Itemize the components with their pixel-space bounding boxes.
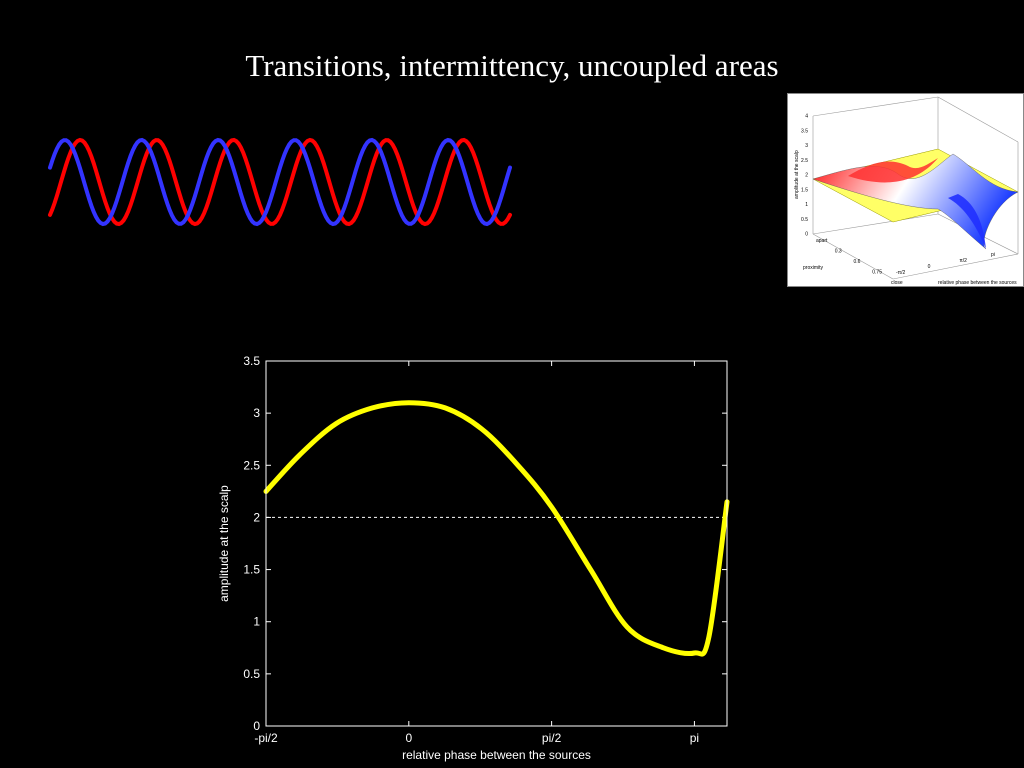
phase-tick-label: π/2 [959, 258, 967, 264]
series-line-amplitude [263, 400, 730, 657]
y-tick-label: 3 [253, 406, 260, 420]
depth-tick-label: 0.3 [835, 249, 842, 255]
y-tick-label: 0.5 [243, 667, 260, 681]
x-axis-ticks: -pi/2 0 pi/2 pi [254, 361, 699, 745]
z-tick-label: 0 [805, 232, 808, 238]
z-tick-label: 3.5 [801, 128, 808, 134]
z-tick-label: 2 [805, 173, 808, 179]
phase-tick-label: 0 [928, 264, 931, 270]
z-tick-label: 3 [805, 143, 808, 149]
depth-tick-label: 0.6 [854, 259, 861, 265]
y-tick-label: 1.5 [243, 563, 260, 577]
x-tick-label: -pi/2 [254, 731, 278, 745]
surface-plot-3d: 0 0.5 1 1.5 2 2.5 3 3.5 4 apart 0.3 0.6 0.75 close -… [794, 96, 1019, 286]
red-surface-peak [848, 158, 938, 183]
y-tick-label: 2.5 [243, 458, 260, 472]
amplitude-vs-phase-chart: 00.511.522.533.5 -pi/2 0 pi/2 pi relative p… [217, 354, 730, 762]
oscillation-illustration [48, 137, 512, 227]
depth-tick-label: 0.75 [872, 270, 882, 276]
z-tick-label: 2.5 [801, 158, 808, 164]
depth-tick-label: close [891, 280, 903, 286]
red-oscillation-wave [48, 137, 512, 227]
x-tick-label: pi/2 [542, 731, 562, 745]
z-tick-label: 1 [805, 202, 808, 208]
blue-surface-trough [948, 194, 986, 249]
blue-oscillation-wave [48, 137, 512, 227]
y-axis-title: amplitude at the scalp [217, 485, 231, 602]
slide-title: Transitions, intermittency, uncoupled ar… [245, 48, 779, 83]
y-tick-label: 2 [253, 510, 260, 524]
thumbnail-depth-label: proximity [803, 265, 824, 271]
surface-plot-thumbnail: 0 0.5 1 1.5 2 2.5 3 3.5 4 apart 0.3 0.6 0.75 close -… [787, 93, 1024, 287]
depth-tick-label: apart [816, 238, 828, 244]
y-tick-label: 1 [253, 615, 260, 629]
phase-axis-ticks: -π/2 0 π/2 pi [896, 252, 995, 276]
z-tick-label: 1.5 [801, 187, 808, 193]
x-axis-title: relative phase between the sources [402, 748, 591, 762]
x-tick-label: 0 [405, 731, 412, 745]
y-tick-label: 0 [253, 719, 260, 733]
x-tick-label: pi [690, 731, 699, 745]
thumbnail-xlabel: relative phase between the sources [938, 280, 1017, 286]
y-tick-label: 3.5 [243, 354, 260, 368]
z-tick-label: 4 [805, 114, 808, 120]
z-tick-label: 0.5 [801, 217, 808, 223]
y-axis-ticks: 0 0.5 1 1.5 2 2.5 3 3.5 [243, 354, 727, 733]
phase-tick-label: pi [991, 252, 995, 258]
phase-tick-label: -π/2 [896, 270, 906, 276]
depth-axis-ticks: apart 0.3 0.6 0.75 close [816, 238, 903, 286]
thumbnail-ylabel: amplitude at the scalp [794, 150, 800, 199]
z-axis-ticks: 0 0.5 1 1.5 2 2.5 3 3.5 4 [801, 114, 808, 238]
plot-frame [265, 360, 728, 727]
